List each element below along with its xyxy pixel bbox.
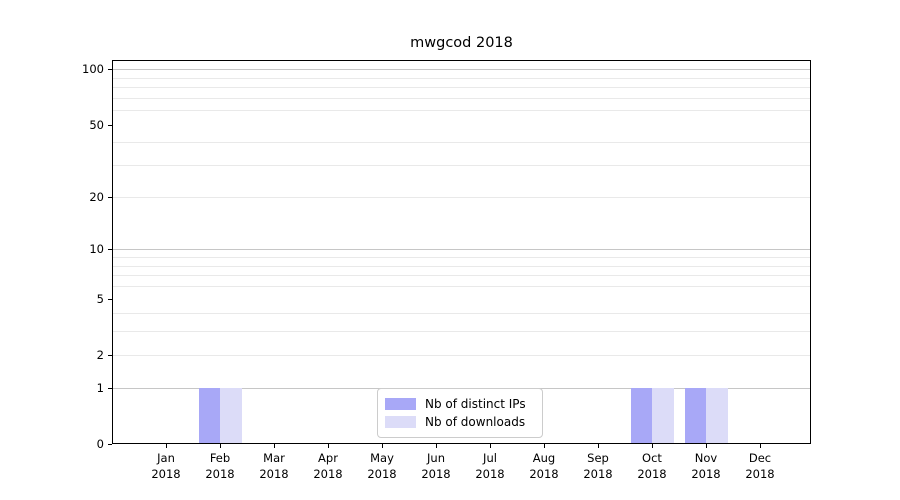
x-tick-mark [706,444,708,448]
y-tick-label: 1 [96,380,104,395]
gridline-y-70 [112,97,811,99]
x-tick-label: Sep 2018 [583,451,613,481]
gridline-y-8 [112,265,811,267]
gridline-y-3 [112,331,811,333]
x-tick-mark [544,444,546,448]
y-tick-label: 2 [96,347,104,362]
x-tick-label: Feb 2018 [205,451,235,481]
x-tick-label: Jul 2018 [475,451,505,481]
legend-swatch-distinct-ips [385,398,416,410]
legend-item-distinct-ips: Nb of distinct IPs [385,397,542,411]
y-tick-label: 100 [82,62,104,77]
legend-label-distinct-ips: Nb of distinct IPs [425,397,526,411]
x-tick-mark [166,444,168,448]
x-tick-mark [652,444,654,448]
y-tick-mark [108,387,112,389]
gridline-y-7 [112,275,811,277]
x-tick-label: Oct 2018 [637,451,667,481]
gridline-y-9 [112,257,811,258]
gridline-y-10 [112,249,811,251]
y-tick-label: 50 [89,117,104,132]
gridline-y-20 [112,196,811,198]
x-tick-label: Apr 2018 [313,451,343,481]
y-tick-label: 0 [96,437,104,451]
bar [630,387,652,444]
x-tick-mark [328,444,330,448]
x-tick-label: Dec 2018 [745,451,775,481]
y-tick-mark [108,298,112,300]
x-tick-label: Jan 2018 [151,451,181,481]
bar [652,387,674,444]
plot-area [112,60,811,444]
legend-item-downloads: Nb of downloads [385,415,542,429]
x-tick-mark [490,444,492,448]
gridline-y-2 [112,354,811,356]
gridline-y-4 [112,313,811,315]
x-tick-label: Nov 2018 [691,451,721,481]
bar [684,387,706,444]
gridline-y-6 [112,285,811,287]
x-tick-mark [598,444,600,448]
y-tick-mark [108,444,112,446]
y-tick-mark [108,196,112,198]
x-tick-mark [436,444,438,448]
y-tick-label: 5 [96,291,104,306]
gridline-y-80 [112,87,811,88]
x-tick-mark [220,444,222,448]
x-tick-label: Jun 2018 [421,451,451,481]
gridline-y-90 [112,77,811,79]
gridline-y-100 [112,69,811,71]
bar [706,387,728,444]
bar [220,387,242,444]
legend: Nb of distinct IPs Nb of downloads [377,388,543,438]
y-tick-mark [108,124,112,126]
y-tick-label: 10 [89,242,104,257]
y-tick-mark [108,249,112,251]
y-tick-mark [108,69,112,71]
bar [198,387,220,444]
chart-title: mwgcod 2018 [410,35,513,51]
gridline-y-30 [112,165,811,167]
legend-label-downloads: Nb of downloads [425,415,526,429]
legend-swatch-downloads [385,416,416,428]
gridline-y-40 [112,142,811,144]
x-tick-label: May 2018 [367,451,397,481]
gridline-y-60 [112,110,811,112]
x-tick-mark [760,444,762,448]
y-tick-label: 20 [89,189,104,204]
x-tick-mark [382,444,384,448]
plot-frame [112,60,811,444]
y-tick-mark [108,354,112,356]
x-tick-label: Mar 2018 [259,451,289,481]
x-tick-label: Aug 2018 [529,451,559,481]
x-tick-mark [274,444,276,448]
